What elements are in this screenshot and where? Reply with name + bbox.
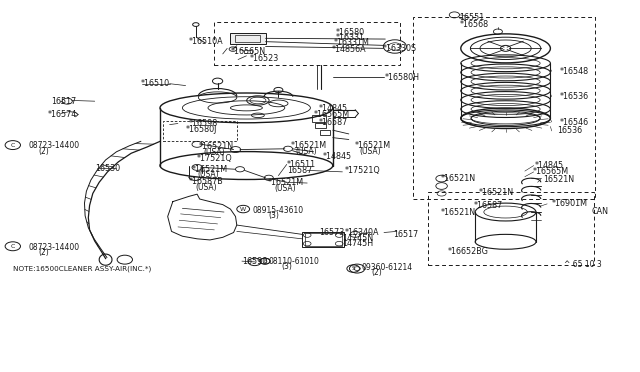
Text: *16565M: *16565M: [314, 110, 349, 119]
Text: *16521M: *16521M: [355, 141, 391, 150]
Text: *16587: *16587: [474, 201, 503, 210]
Text: *17521Q: *17521Q: [344, 166, 380, 175]
Text: 16521N: 16521N: [543, 175, 574, 184]
Text: 16536: 16536: [557, 126, 582, 135]
Text: *17521Q: *17521Q: [197, 154, 233, 163]
Bar: [320, 130, 330, 135]
Bar: [315, 123, 326, 128]
Text: *16331M: *16331M: [334, 38, 370, 47]
Bar: [312, 115, 326, 122]
Text: 08723-14400: 08723-14400: [29, 141, 80, 150]
Text: 16517: 16517: [51, 97, 76, 106]
Text: B: B: [263, 259, 267, 264]
Text: *16901M: *16901M: [552, 199, 588, 208]
Text: (USA): (USA): [296, 147, 317, 156]
Text: (3): (3): [269, 211, 280, 220]
Bar: [428, 192, 594, 265]
Polygon shape: [168, 194, 237, 240]
Text: 16590: 16590: [242, 257, 267, 266]
Text: *16330S: *16330S: [383, 44, 417, 53]
Text: 16551: 16551: [460, 13, 484, 22]
Text: NOTE:16500CLEANER ASSY-AIR(INC.*): NOTE:16500CLEANER ASSY-AIR(INC.*): [13, 265, 151, 272]
Text: ^ 65 10 3: ^ 65 10 3: [564, 260, 602, 269]
Text: C: C: [11, 142, 15, 148]
Text: 08723-14400: 08723-14400: [29, 243, 80, 252]
Text: 08915-43610: 08915-43610: [253, 206, 304, 215]
Text: *14856A: *14856A: [332, 45, 366, 54]
Text: *16521N: *16521N: [440, 208, 476, 217]
Text: *16580J: *16580J: [186, 125, 217, 134]
Bar: [302, 232, 344, 247]
Text: 16530: 16530: [95, 164, 120, 173]
Bar: [305, 233, 342, 246]
Text: (3): (3): [282, 262, 292, 271]
Text: *16580H: *16580H: [385, 73, 420, 81]
Text: *16546: *16546: [560, 118, 589, 126]
Text: (USA): (USA): [274, 184, 296, 193]
Text: 16517: 16517: [394, 230, 419, 239]
Text: *16331: *16331: [336, 33, 365, 42]
Text: *16587B: *16587B: [189, 177, 223, 186]
Text: (USA): (USA): [204, 148, 225, 157]
Text: *14845: *14845: [534, 161, 564, 170]
Text: *16580: *16580: [336, 28, 365, 37]
Text: *16574: *16574: [48, 110, 77, 119]
Text: 09360-61214: 09360-61214: [362, 263, 413, 272]
Bar: [235, 35, 260, 42]
Text: *16511: *16511: [287, 160, 316, 169]
Text: (2): (2): [38, 147, 49, 156]
Text: (USA): (USA): [195, 183, 217, 192]
Text: *16521M: *16521M: [268, 178, 303, 187]
Text: *16521N: *16521N: [479, 188, 514, 197]
Text: *16587: *16587: [319, 118, 348, 126]
Text: *14845: *14845: [319, 104, 348, 113]
Text: 16587: 16587: [287, 166, 312, 175]
Text: *16536: *16536: [560, 92, 589, 101]
Text: *16510: *16510: [141, 79, 170, 88]
Text: W: W: [240, 206, 246, 212]
Text: *16598: *16598: [189, 119, 218, 128]
Text: *16340A: *16340A: [344, 228, 379, 237]
Bar: [244, 50, 252, 53]
Text: S: S: [351, 266, 355, 271]
Text: *16652BG: *16652BG: [448, 247, 489, 256]
Text: (2): (2): [38, 248, 49, 257]
Bar: [214, 22, 400, 65]
Text: 14745N: 14745N: [342, 234, 374, 243]
Text: *16523: *16523: [250, 54, 279, 63]
Text: *16521M: *16521M: [192, 165, 228, 174]
Text: *16521N: *16521N: [440, 174, 476, 183]
Text: C: C: [11, 244, 15, 249]
Text: *16568: *16568: [460, 20, 489, 29]
Bar: [413, 17, 595, 199]
Text: *16565N: *16565N: [230, 47, 266, 56]
Text: CAN: CAN: [592, 207, 609, 216]
Text: (2): (2): [371, 268, 382, 277]
Text: *16565M: *16565M: [532, 167, 568, 176]
Text: 14745H: 14745H: [342, 239, 374, 248]
Text: *16510A: *16510A: [189, 37, 223, 46]
Text: *16521M: *16521M: [291, 141, 327, 150]
Text: *16521N: *16521N: [198, 142, 234, 151]
Text: (USA): (USA): [197, 170, 219, 179]
Text: *16548: *16548: [560, 67, 589, 76]
Text: (USA): (USA): [360, 147, 381, 156]
Text: 08110-61010: 08110-61010: [269, 257, 319, 266]
Text: 16573: 16573: [319, 228, 344, 237]
Bar: [163, 121, 237, 141]
Text: *14845: *14845: [323, 152, 353, 161]
Bar: [230, 33, 266, 44]
